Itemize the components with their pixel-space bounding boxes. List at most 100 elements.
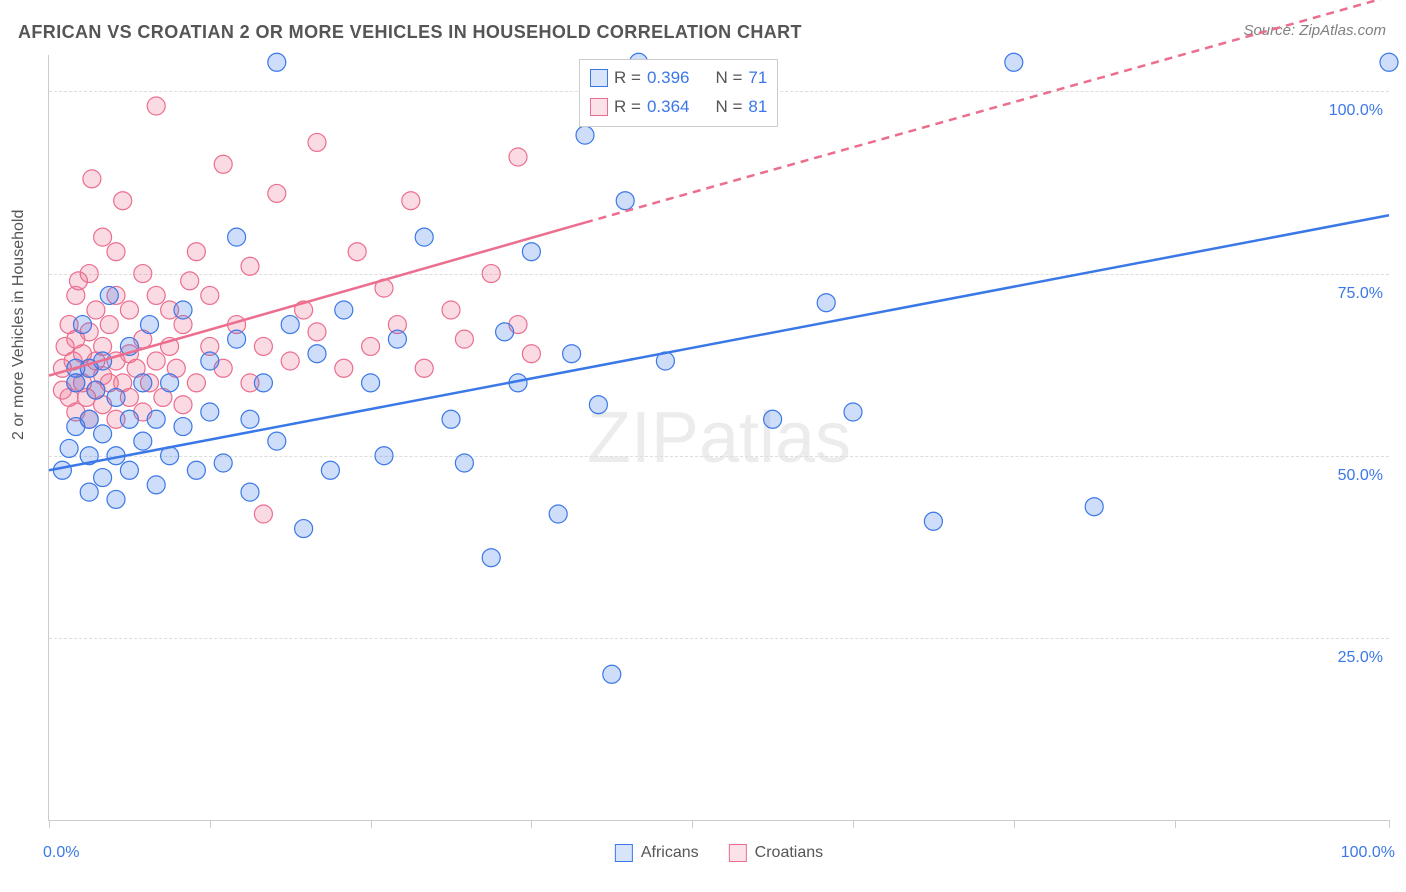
legend-r-value: 0.364: [647, 93, 690, 122]
data-point: [94, 469, 112, 487]
data-point: [402, 192, 420, 210]
plot-svg: [49, 55, 1389, 820]
legend-r-label: R =: [614, 93, 641, 122]
data-point: [321, 461, 339, 479]
data-point: [107, 243, 125, 261]
data-point: [147, 352, 165, 370]
data-point: [1005, 53, 1023, 71]
data-point: [241, 410, 259, 428]
data-point: [174, 301, 192, 319]
data-point: [295, 520, 313, 538]
data-point: [415, 359, 433, 377]
data-point: [241, 257, 259, 275]
legend-n-value: 81: [748, 93, 767, 122]
data-point: [214, 454, 232, 472]
data-point: [509, 148, 527, 166]
data-point: [482, 549, 500, 567]
x-axis-min-label: 0.0%: [43, 844, 79, 862]
legend-swatch: [590, 69, 608, 87]
legend-label: Croatians: [755, 844, 823, 862]
data-point: [80, 483, 98, 501]
chart-title: AFRICAN VS CROATIAN 2 OR MORE VEHICLES I…: [18, 22, 802, 43]
data-point: [362, 374, 380, 392]
data-point: [415, 228, 433, 246]
data-point: [147, 97, 165, 115]
data-point: [1085, 498, 1103, 516]
data-point: [335, 301, 353, 319]
data-point: [576, 126, 594, 144]
data-point: [134, 432, 152, 450]
legend-r-value: 0.396: [647, 64, 690, 93]
data-point: [141, 316, 159, 334]
correlation-legend: R =0.396N =71R =0.364N =81: [579, 59, 778, 127]
data-point: [241, 483, 259, 501]
data-point: [147, 476, 165, 494]
data-point: [589, 396, 607, 414]
data-point: [161, 374, 179, 392]
data-point: [94, 228, 112, 246]
legend-swatch: [615, 844, 633, 862]
data-point: [817, 294, 835, 312]
legend-swatch: [729, 844, 747, 862]
data-point: [254, 505, 272, 523]
x-tick: [531, 820, 532, 828]
data-point: [228, 330, 246, 348]
data-point: [281, 316, 299, 334]
data-point: [174, 418, 192, 436]
data-point: [348, 243, 366, 261]
x-tick: [210, 820, 211, 828]
data-point: [563, 345, 581, 363]
legend-item: Africans: [615, 844, 699, 862]
data-point: [844, 403, 862, 421]
data-point: [455, 454, 473, 472]
x-tick: [371, 820, 372, 828]
data-point: [308, 345, 326, 363]
data-point: [522, 345, 540, 363]
data-point: [187, 243, 205, 261]
x-tick: [1389, 820, 1390, 828]
x-tick: [49, 820, 50, 828]
data-point: [80, 265, 98, 283]
scatter-plot: ZIPatlas 25.0%50.0%75.0%100.0% 0.0% 100.…: [48, 55, 1389, 821]
data-point: [308, 133, 326, 151]
data-point: [120, 301, 138, 319]
legend-row: R =0.364N =81: [590, 93, 767, 122]
legend-item: Croatians: [729, 844, 823, 862]
data-point: [53, 461, 71, 479]
data-point: [94, 425, 112, 443]
data-point: [455, 330, 473, 348]
data-point: [100, 286, 118, 304]
data-point: [362, 337, 380, 355]
x-tick: [692, 820, 693, 828]
data-point: [268, 184, 286, 202]
data-point: [134, 374, 152, 392]
legend-n-value: 71: [748, 64, 767, 93]
data-point: [268, 53, 286, 71]
data-point: [74, 316, 92, 334]
x-axis-max-label: 100.0%: [1341, 844, 1395, 862]
data-point: [281, 352, 299, 370]
data-point: [187, 374, 205, 392]
data-point: [388, 330, 406, 348]
y-axis-label: 2 or more Vehicles in Household: [10, 210, 28, 440]
data-point: [308, 323, 326, 341]
data-point: [214, 155, 232, 173]
legend-swatch: [590, 98, 608, 116]
x-tick: [853, 820, 854, 828]
data-point: [107, 490, 125, 508]
legend-r-label: R =: [614, 64, 641, 93]
data-point: [335, 359, 353, 377]
data-point: [147, 410, 165, 428]
data-point: [616, 192, 634, 210]
data-point: [254, 337, 272, 355]
data-point: [228, 228, 246, 246]
data-point: [549, 505, 567, 523]
trend-line: [49, 215, 1389, 470]
data-point: [107, 388, 125, 406]
data-point: [1380, 53, 1398, 71]
data-point: [83, 170, 101, 188]
data-point: [100, 316, 118, 334]
data-point: [522, 243, 540, 261]
legend-label: Africans: [641, 844, 699, 862]
data-point: [201, 352, 219, 370]
